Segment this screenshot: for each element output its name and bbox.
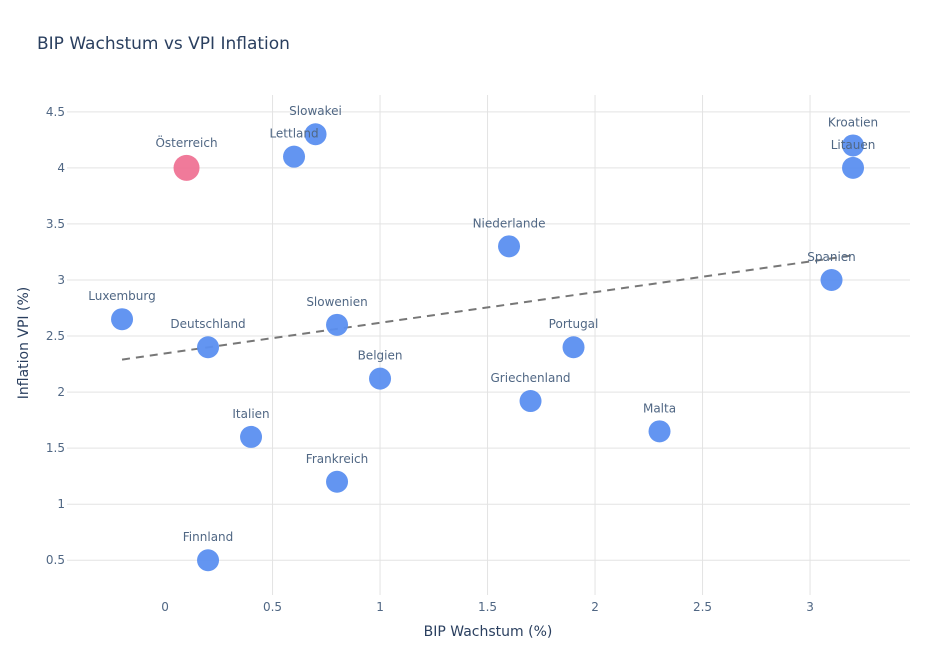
- x-tick-label: 0: [161, 600, 169, 614]
- point-label: Malta: [643, 401, 676, 415]
- data-point[interactable]: [519, 390, 542, 413]
- point-label: Deutschland: [170, 317, 245, 331]
- point-label: Finnland: [183, 530, 233, 544]
- data-point[interactable]: [369, 367, 392, 390]
- y-tick-labels: 0.5 1 1.5 2 2.5 3 3.5 4 4.5: [46, 105, 65, 567]
- data-point[interactable]: [842, 156, 865, 179]
- point-label: Belgien: [358, 349, 403, 363]
- x-tick-labels: 0 0.5 1 1.5 2 2.5 3: [161, 600, 814, 614]
- data-point[interactable]: [111, 308, 134, 331]
- point-label: Spanien: [807, 250, 856, 264]
- point-label: Portugal: [549, 317, 599, 331]
- data-point[interactable]: [326, 313, 349, 336]
- data-points: [111, 123, 865, 572]
- x-tick-label: 2: [591, 600, 599, 614]
- y-gridlines: [67, 111, 910, 561]
- x-tick-label: 3: [806, 600, 814, 614]
- y-tick-label: 1.5: [46, 441, 65, 455]
- x-gridlines: [272, 95, 811, 595]
- data-point[interactable]: [240, 425, 263, 448]
- y-tick-label: 2.5: [46, 329, 65, 343]
- data-point[interactable]: [197, 336, 220, 359]
- chart-title: BIP Wachstum vs VPI Inflation: [37, 34, 290, 54]
- data-point[interactable]: [197, 549, 220, 572]
- highlight-point[interactable]: [173, 154, 200, 181]
- y-axis-title: Inflation VPI (%): [16, 287, 32, 400]
- point-label: Luxemburg: [88, 289, 155, 303]
- point-labels: Österreich Slowakei Lettland Kroatien Litaue…: [88, 104, 878, 544]
- y-tick-label: 0.5: [46, 553, 65, 567]
- point-label: Slowenien: [306, 295, 367, 309]
- y-tick-label: 4.5: [46, 105, 65, 119]
- data-point[interactable]: [283, 145, 306, 168]
- x-tick-label: 2.5: [693, 600, 712, 614]
- point-label: Slowakei: [289, 104, 342, 118]
- point-label: Niederlande: [473, 216, 546, 230]
- point-label: Italien: [232, 407, 269, 421]
- data-point[interactable]: [498, 235, 521, 258]
- point-label: Lettland: [269, 127, 318, 141]
- point-label: Kroatien: [828, 115, 878, 129]
- trendline: [121, 254, 854, 361]
- x-tick-label: 0.5: [263, 600, 282, 614]
- y-tick-label: 3: [57, 273, 65, 287]
- point-label: Griechenland: [491, 371, 571, 385]
- data-point[interactable]: [304, 123, 327, 146]
- point-label: Frankreich: [306, 452, 368, 466]
- data-point[interactable]: [326, 470, 349, 493]
- data-point[interactable]: [842, 134, 865, 157]
- y-tick-label: 3.5: [46, 217, 65, 231]
- point-label: Litauen: [831, 138, 876, 152]
- y-tick-label: 4: [57, 161, 65, 175]
- data-point[interactable]: [562, 336, 585, 359]
- x-axis-title: BIP Wachstum (%): [424, 624, 553, 640]
- y-tick-label: 2: [57, 385, 65, 399]
- x-tick-label: 1: [376, 600, 384, 614]
- y-tick-label: 1: [57, 497, 65, 511]
- data-point[interactable]: [648, 420, 671, 443]
- data-point[interactable]: [820, 268, 843, 291]
- x-tick-label: 1.5: [478, 600, 497, 614]
- point-label: Österreich: [155, 134, 217, 150]
